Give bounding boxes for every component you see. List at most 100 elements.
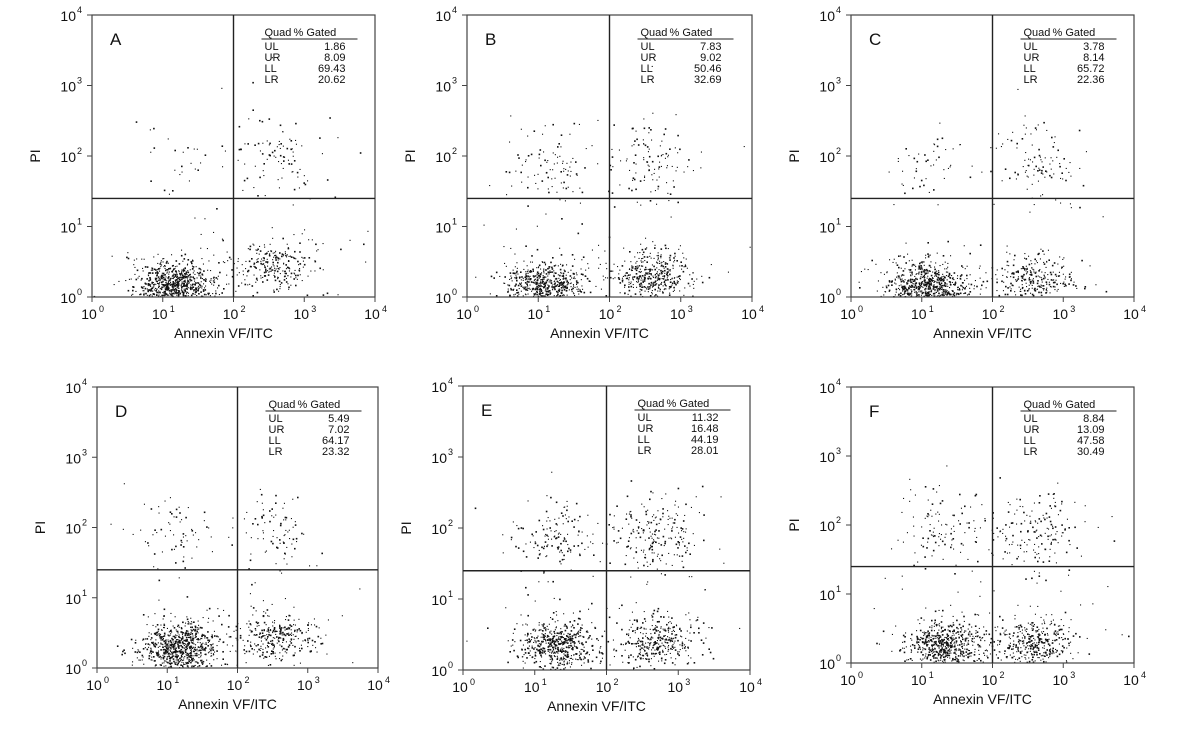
event-dot — [150, 659, 152, 661]
event-dot — [174, 289, 176, 291]
event-dot — [242, 639, 244, 641]
event-dot — [553, 270, 555, 272]
event-dot — [305, 631, 307, 633]
event-dot — [193, 648, 196, 651]
event-dot — [981, 284, 983, 287]
event-dot — [303, 182, 305, 184]
event-dot — [286, 563, 288, 565]
event-dot — [166, 656, 168, 658]
event-dot — [664, 128, 667, 130]
event-dot — [161, 629, 163, 631]
event-dot — [188, 281, 190, 283]
event-dot — [949, 276, 951, 278]
event-dot — [187, 636, 189, 638]
event-dot — [287, 283, 289, 285]
event-dot — [959, 275, 962, 277]
event-dot — [908, 292, 910, 295]
event-dot — [525, 288, 527, 291]
event-dot — [1026, 267, 1028, 269]
event-dot — [191, 659, 194, 662]
event-dot — [920, 294, 922, 296]
event-dot — [171, 652, 173, 654]
event-dot — [1012, 131, 1014, 133]
event-dot — [933, 295, 935, 297]
event-dot — [203, 279, 205, 281]
event-dot — [329, 117, 331, 119]
event-dot — [204, 289, 207, 291]
event-dot — [149, 277, 151, 279]
event-dot — [171, 646, 173, 648]
table-row: LL 64.17 — [269, 435, 350, 447]
event-dot — [903, 256, 905, 258]
event-dot — [1061, 172, 1063, 174]
event-dot — [166, 269, 168, 271]
event-dot — [647, 273, 649, 275]
event-dot — [287, 626, 289, 628]
event-dot — [188, 660, 190, 663]
event-dot — [314, 260, 316, 262]
event-dot — [902, 290, 904, 292]
event-dot — [547, 287, 549, 289]
event-dot — [213, 659, 215, 661]
event-dot — [149, 652, 151, 654]
event-dot — [947, 262, 949, 264]
event-dot — [489, 293, 491, 295]
event-dot — [171, 289, 173, 291]
event-dot — [594, 626, 596, 628]
event-dot — [153, 293, 155, 295]
y-tick-label: 10 — [819, 149, 835, 165]
event-dot — [911, 271, 913, 274]
event-dot — [679, 148, 681, 151]
event-dot — [155, 643, 158, 646]
event-dot — [605, 262, 607, 264]
event-dot — [160, 664, 162, 666]
event-dot — [1030, 274, 1033, 276]
event-dot — [195, 635, 197, 638]
event-dot — [160, 643, 162, 645]
event-dot — [175, 636, 177, 638]
event-dot — [660, 254, 662, 256]
event-dot — [185, 274, 187, 276]
event-dot — [638, 277, 640, 280]
event-dot — [541, 624, 543, 626]
event-dot — [659, 290, 661, 292]
event-dot — [550, 279, 552, 281]
event-dot — [222, 641, 225, 643]
event-dot — [563, 281, 565, 283]
event-dot — [334, 196, 337, 199]
event-dot — [910, 274, 912, 276]
event-dot — [166, 282, 168, 284]
event-dot — [990, 147, 992, 149]
event-dot — [943, 177, 945, 179]
event-dot — [188, 622, 190, 624]
event-dot — [639, 285, 641, 288]
event-dot — [210, 279, 212, 281]
event-dot — [939, 122, 941, 124]
event-dot — [189, 636, 192, 638]
event-dot — [285, 519, 287, 521]
event-dot — [636, 201, 638, 203]
event-dot — [927, 256, 930, 258]
event-dot — [894, 278, 896, 280]
event-dot — [170, 283, 172, 285]
event-dot — [1070, 279, 1072, 282]
event-dot — [888, 281, 891, 283]
event-dot — [279, 625, 281, 627]
event-dot — [235, 637, 237, 639]
event-dot — [165, 641, 167, 643]
event-dot — [1060, 282, 1062, 284]
event-dot — [534, 658, 536, 660]
event-dot — [1055, 275, 1057, 277]
event-dot — [170, 631, 172, 633]
event-dot — [212, 620, 214, 622]
event-dot — [677, 201, 679, 204]
event-dot — [349, 239, 351, 241]
event-dot — [174, 279, 177, 281]
event-dot — [922, 275, 925, 278]
event-dot — [190, 652, 192, 655]
event-dot — [905, 286, 907, 288]
event-dot — [560, 263, 562, 265]
event-dot — [928, 285, 930, 287]
event-dot — [182, 666, 184, 668]
event-dot — [121, 653, 123, 656]
